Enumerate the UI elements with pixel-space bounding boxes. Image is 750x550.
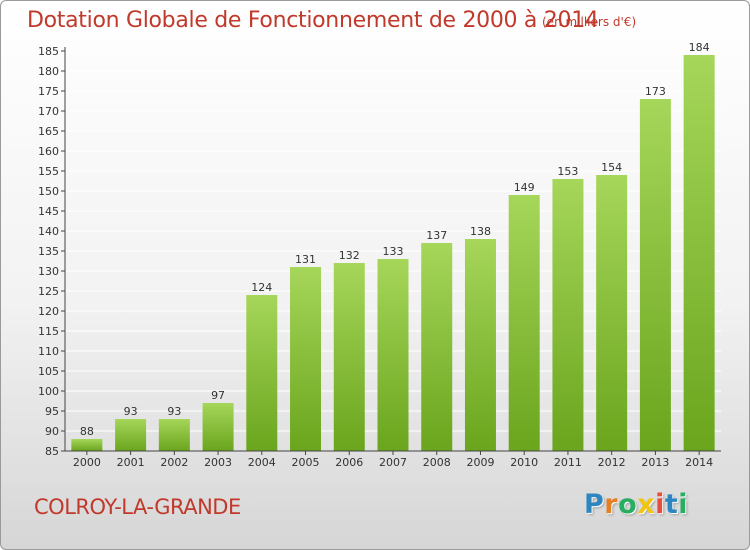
bar-2012 <box>596 175 628 451</box>
bar-2009 <box>464 239 496 451</box>
y-tick-label: 100 <box>38 385 59 398</box>
bar-value-label: 133 <box>383 245 404 258</box>
y-tick-label: 115 <box>38 325 59 338</box>
y-tick-label: 135 <box>38 245 59 258</box>
y-tick-label: 85 <box>45 445 59 458</box>
proxiti-logo: Proxiti <box>584 489 688 520</box>
commune-name: COLROY-LA-GRANDE <box>34 495 241 519</box>
y-tick-label: 150 <box>38 185 59 198</box>
y-tick-label: 120 <box>38 305 59 318</box>
y-tick-label: 175 <box>38 85 59 98</box>
x-tick-label: 2008 <box>423 456 451 469</box>
logo-letter: t <box>664 489 679 520</box>
x-tick-label: 2004 <box>248 456 276 469</box>
bar-value-label: 93 <box>124 405 138 418</box>
y-tick-label: 90 <box>45 425 59 438</box>
y-tick-label: 165 <box>38 125 59 138</box>
x-tick-label: 2010 <box>510 456 538 469</box>
x-tick-label: 2013 <box>641 456 669 469</box>
x-tick-label: 2005 <box>292 456 320 469</box>
y-tick-label: 185 <box>38 45 59 58</box>
x-tick-label: 2006 <box>335 456 363 469</box>
bar-2010 <box>508 195 540 451</box>
bar-value-label: 88 <box>80 425 94 438</box>
bar-value-label: 137 <box>426 229 447 242</box>
x-tick-label: 2012 <box>598 456 626 469</box>
bar-2011 <box>552 179 584 451</box>
bar-value-label: 124 <box>251 281 272 294</box>
y-tick-label: 160 <box>38 145 59 158</box>
bar-2008 <box>421 243 453 451</box>
y-tick-label: 180 <box>38 65 59 78</box>
bar-2014 <box>683 55 715 451</box>
bar-2000 <box>71 439 103 451</box>
x-tick-label: 2014 <box>685 456 713 469</box>
bar-2003 <box>202 403 234 451</box>
bar-2005 <box>290 267 322 451</box>
bar-value-label: 138 <box>470 225 491 238</box>
y-tick-label: 125 <box>38 285 59 298</box>
bar-value-label: 97 <box>211 389 225 402</box>
x-tick-label: 2001 <box>117 456 145 469</box>
bar-value-label: 154 <box>601 161 622 174</box>
chart-subtitle: (en milliers d'€) <box>542 15 637 29</box>
x-tick-label: 2007 <box>379 456 407 469</box>
bar-value-label: 184 <box>689 41 710 54</box>
bar-value-label: 149 <box>514 181 535 194</box>
y-tick-label: 155 <box>38 165 59 178</box>
axes: 85 90 95 100 105 110 115 120 125 130 135 140 145 150 1… <box>38 45 721 469</box>
logo-letter: i <box>655 489 665 520</box>
logo-letter: o <box>618 489 638 520</box>
logo-letter: r <box>604 489 619 520</box>
y-tick-label: 170 <box>38 105 59 118</box>
bar-2001 <box>115 419 147 451</box>
bar-2002 <box>158 419 190 451</box>
logo-letter: i <box>678 489 689 520</box>
x-tick-label: 2003 <box>204 456 232 469</box>
bar-2004 <box>246 295 278 451</box>
y-tick-label: 145 <box>38 205 59 218</box>
bar-value-label: 131 <box>295 253 316 266</box>
y-tick-label: 110 <box>38 345 59 358</box>
bar-value-label: 132 <box>339 249 360 262</box>
bar-value-label: 93 <box>167 405 181 418</box>
bars: 88 93 93 97 124 131 132 133 137 138 149 153 154 173 18… <box>71 41 715 451</box>
y-tick-label: 105 <box>38 365 59 378</box>
x-tick-label: 2002 <box>160 456 188 469</box>
logo-letter: x <box>637 489 656 520</box>
bar-2007 <box>377 259 409 451</box>
x-tick-label: 2011 <box>554 456 582 469</box>
bar-value-label: 153 <box>557 165 578 178</box>
bar-2006 <box>333 263 365 451</box>
y-tick-label: 140 <box>38 225 59 238</box>
bar-2013 <box>639 99 671 451</box>
x-tick-label: 2000 <box>73 456 101 469</box>
chart-title: Dotation Globale de Fonctionnement de 20… <box>27 8 599 33</box>
bar-value-label: 173 <box>645 85 666 98</box>
y-tick-label: 130 <box>38 265 59 278</box>
y-tick-label: 95 <box>45 405 59 418</box>
x-tick-label: 2009 <box>466 456 494 469</box>
logo-letter: P <box>584 489 605 520</box>
